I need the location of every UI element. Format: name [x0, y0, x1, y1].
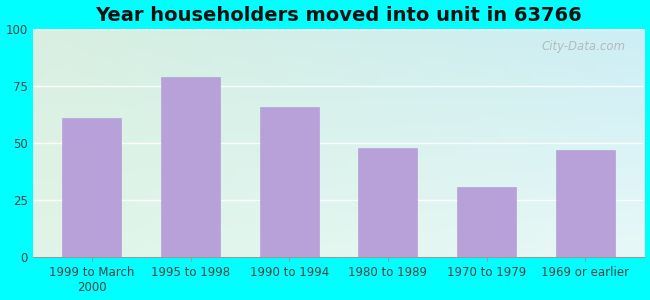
Bar: [556, 150, 615, 257]
Bar: [161, 77, 220, 257]
Bar: [259, 106, 318, 257]
Bar: [62, 118, 122, 257]
Bar: [457, 187, 516, 257]
Title: Year householders moved into unit in 63766: Year householders moved into unit in 637…: [95, 6, 582, 25]
Text: City-Data.com: City-Data.com: [542, 40, 626, 53]
Bar: [358, 148, 417, 257]
